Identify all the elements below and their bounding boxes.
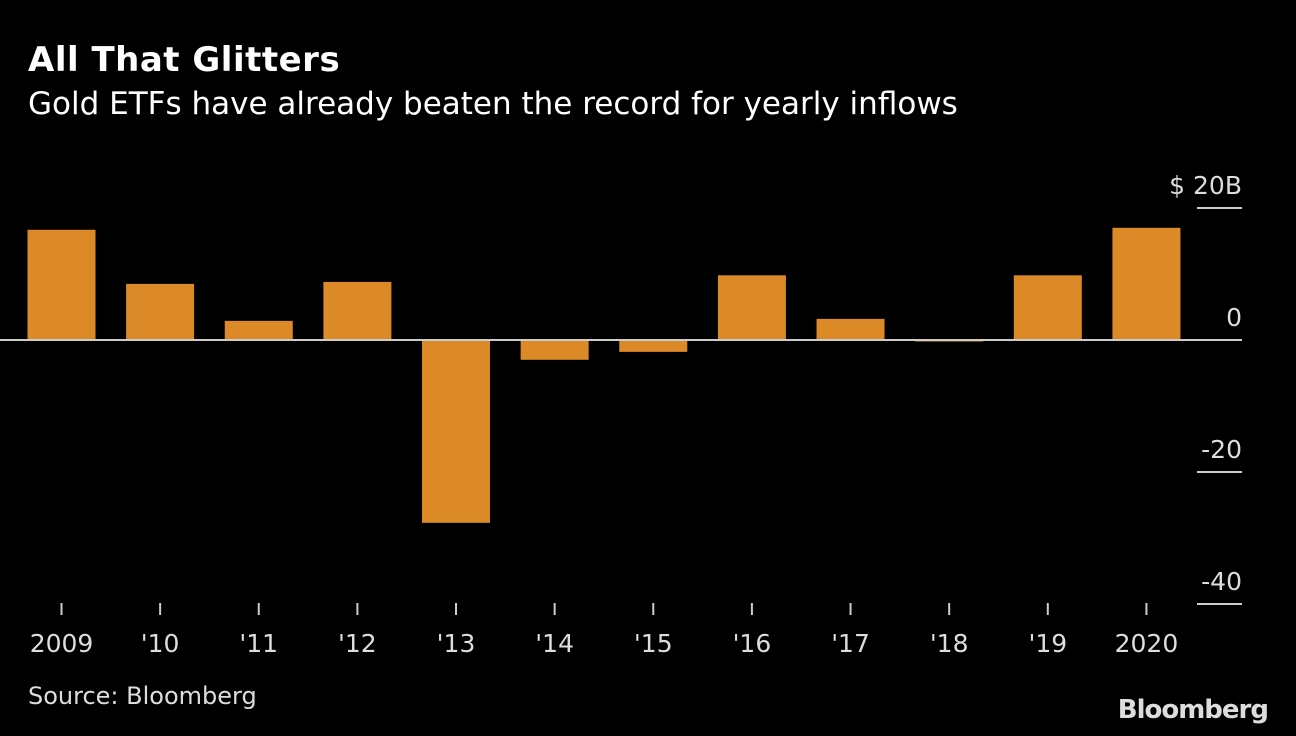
bar — [422, 340, 491, 523]
y-tick-label: $ 20B — [1169, 171, 1242, 200]
x-tick-label: 2009 — [30, 629, 94, 658]
bar — [619, 340, 688, 352]
bar — [1013, 275, 1082, 340]
chart-subtitle: Gold ETFs have already beaten the record… — [28, 86, 958, 122]
bloomberg-logo: Bloomberg — [1117, 695, 1269, 725]
x-tick-label: '15 — [634, 629, 673, 658]
x-tick-label: '10 — [141, 629, 180, 658]
bar — [27, 229, 96, 340]
bar — [520, 340, 589, 360]
y-tick-label: -40 — [1201, 567, 1242, 596]
bar — [126, 283, 195, 340]
bar — [224, 320, 293, 340]
y-tick-label: 0 — [1226, 303, 1242, 332]
x-tick-label: '11 — [239, 629, 278, 658]
x-tick-label: '13 — [437, 629, 476, 658]
x-tick-label: '16 — [733, 629, 772, 658]
chart-title: All That Glitters — [28, 40, 341, 80]
bar — [323, 281, 392, 340]
x-tick-label: '12 — [338, 629, 377, 658]
bar — [717, 275, 786, 340]
bar — [1112, 227, 1181, 340]
x-tick-label: 2020 — [1115, 629, 1179, 658]
bar — [816, 318, 885, 340]
x-tick-label: '18 — [930, 629, 969, 658]
source-note: Source: Bloomberg — [28, 682, 257, 710]
x-tick-label: '17 — [831, 629, 870, 658]
x-tick-label: '14 — [535, 629, 574, 658]
x-tick-label: '19 — [1028, 629, 1067, 658]
y-tick-label: -20 — [1201, 435, 1242, 464]
